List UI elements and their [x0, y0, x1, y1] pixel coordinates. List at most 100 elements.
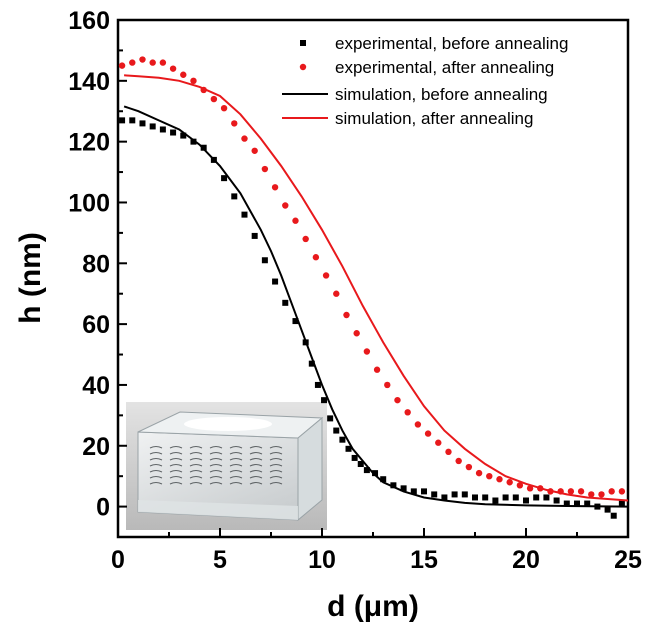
- data-point-square: [221, 175, 228, 182]
- data-point-circle: [445, 448, 452, 456]
- data-point-square: [321, 397, 328, 404]
- data-point-square: [119, 117, 126, 124]
- data-point-circle: [322, 272, 330, 279]
- data-point-circle: [292, 217, 299, 224]
- x-tick-label: 5: [213, 546, 227, 574]
- data-point-square: [472, 494, 478, 501]
- series-line-3: [124, 74, 628, 502]
- data-point-circle: [496, 476, 503, 483]
- data-point-square: [421, 488, 427, 495]
- data-point-circle: [129, 59, 136, 66]
- data-point-square: [139, 120, 146, 127]
- data-point-square: [610, 512, 617, 519]
- data-point-square: [618, 500, 625, 507]
- data-point-circle: [506, 479, 513, 486]
- data-point-square: [314, 381, 321, 388]
- data-point-square: [282, 299, 289, 306]
- data-point-circle: [567, 488, 575, 495]
- data-point-square: [502, 494, 509, 501]
- data-point-square: [180, 132, 187, 139]
- data-point-square: [339, 436, 346, 443]
- data-point-circle: [231, 120, 238, 127]
- data-point-square: [159, 126, 166, 133]
- axis-tick-labels: 0 5 10 15 20 25 0 20 40 60 80 100 120 140 160: [68, 7, 642, 574]
- data-point-square: [553, 497, 560, 504]
- data-point-square: [380, 476, 387, 483]
- legend-label-exp-before: experimental, before annealing: [335, 34, 568, 53]
- data-point-circle: [353, 330, 360, 337]
- data-point-circle: [588, 491, 595, 498]
- data-point-circle: [169, 65, 177, 72]
- data-point-circle: [282, 202, 289, 209]
- x-tick-label: 20: [512, 546, 540, 574]
- y-tick-label: 40: [82, 372, 110, 400]
- data-point-circle: [149, 59, 156, 66]
- data-point-circle: [598, 491, 605, 498]
- data-point-circle: [190, 77, 197, 85]
- data-point-circle: [475, 469, 483, 477]
- data-point-circle: [241, 135, 248, 142]
- data-point-circle: [333, 290, 340, 297]
- series-layer: [118, 56, 628, 519]
- data-point-circle: [486, 472, 493, 480]
- legend-marker-exp-after: [299, 63, 307, 71]
- data-point-circle: [118, 62, 126, 69]
- data-point-circle: [271, 184, 279, 191]
- data-point-square: [241, 211, 248, 218]
- data-point-circle: [455, 457, 462, 465]
- data-point-square: [308, 360, 315, 367]
- data-point-circle: [312, 254, 320, 261]
- data-point-square: [327, 415, 334, 422]
- data-point-circle: [180, 71, 187, 78]
- data-point-square: [372, 470, 379, 477]
- data-point-square: [390, 482, 397, 489]
- data-point-circle: [139, 56, 146, 63]
- data-point-circle: [608, 488, 615, 495]
- y-tick-label: 100: [68, 189, 110, 217]
- data-point-square: [333, 427, 340, 434]
- data-point-circle: [373, 366, 381, 373]
- data-point-square: [543, 494, 550, 501]
- y-tick-label: 0: [96, 494, 110, 522]
- data-point-square: [272, 278, 279, 285]
- data-point-circle: [404, 409, 411, 416]
- x-tick-label: 25: [614, 546, 642, 574]
- data-point-square: [363, 467, 370, 474]
- data-point-square: [292, 318, 299, 325]
- y-tick-label: 120: [68, 129, 110, 157]
- data-point-square: [400, 485, 407, 492]
- y-tick-label: 140: [68, 68, 110, 96]
- data-point-circle: [261, 165, 269, 173]
- data-point-circle: [435, 439, 442, 446]
- axis-ticks: [117, 19, 629, 537]
- data-point-square: [604, 506, 611, 513]
- data-point-square: [357, 461, 364, 468]
- data-point-square: [149, 123, 156, 130]
- x-tick-label: 0: [111, 546, 125, 574]
- y-tick-label: 60: [82, 311, 110, 339]
- legend-label-sim-after: simulation, after annealing: [335, 109, 533, 128]
- data-point-circle: [210, 95, 218, 103]
- legend: experimental, before annealing experimen…: [282, 34, 568, 128]
- data-point-square: [251, 232, 258, 239]
- data-point-square: [523, 497, 529, 504]
- data-point-circle: [302, 235, 309, 243]
- data-point-square: [431, 491, 438, 498]
- data-point-circle: [220, 104, 228, 112]
- data-point-circle: [414, 421, 422, 428]
- data-point-circle: [465, 463, 473, 471]
- data-point-square: [351, 454, 358, 461]
- data-point-square: [129, 117, 136, 124]
- data-point-circle: [159, 59, 167, 66]
- x-axis-title: d (μm): [327, 590, 419, 623]
- legend-label-sim-before: simulation, before annealing: [335, 85, 548, 104]
- data-point-circle: [394, 396, 401, 404]
- legend-label-exp-after: experimental, after annealing: [335, 58, 554, 77]
- data-point-square: [482, 494, 489, 501]
- y-tick-label: 80: [82, 250, 110, 278]
- data-point-circle: [424, 430, 432, 437]
- data-point-square: [231, 193, 238, 200]
- x-tick-label: 15: [410, 546, 438, 574]
- y-tick-label: 160: [68, 7, 110, 35]
- data-point-square: [441, 494, 448, 501]
